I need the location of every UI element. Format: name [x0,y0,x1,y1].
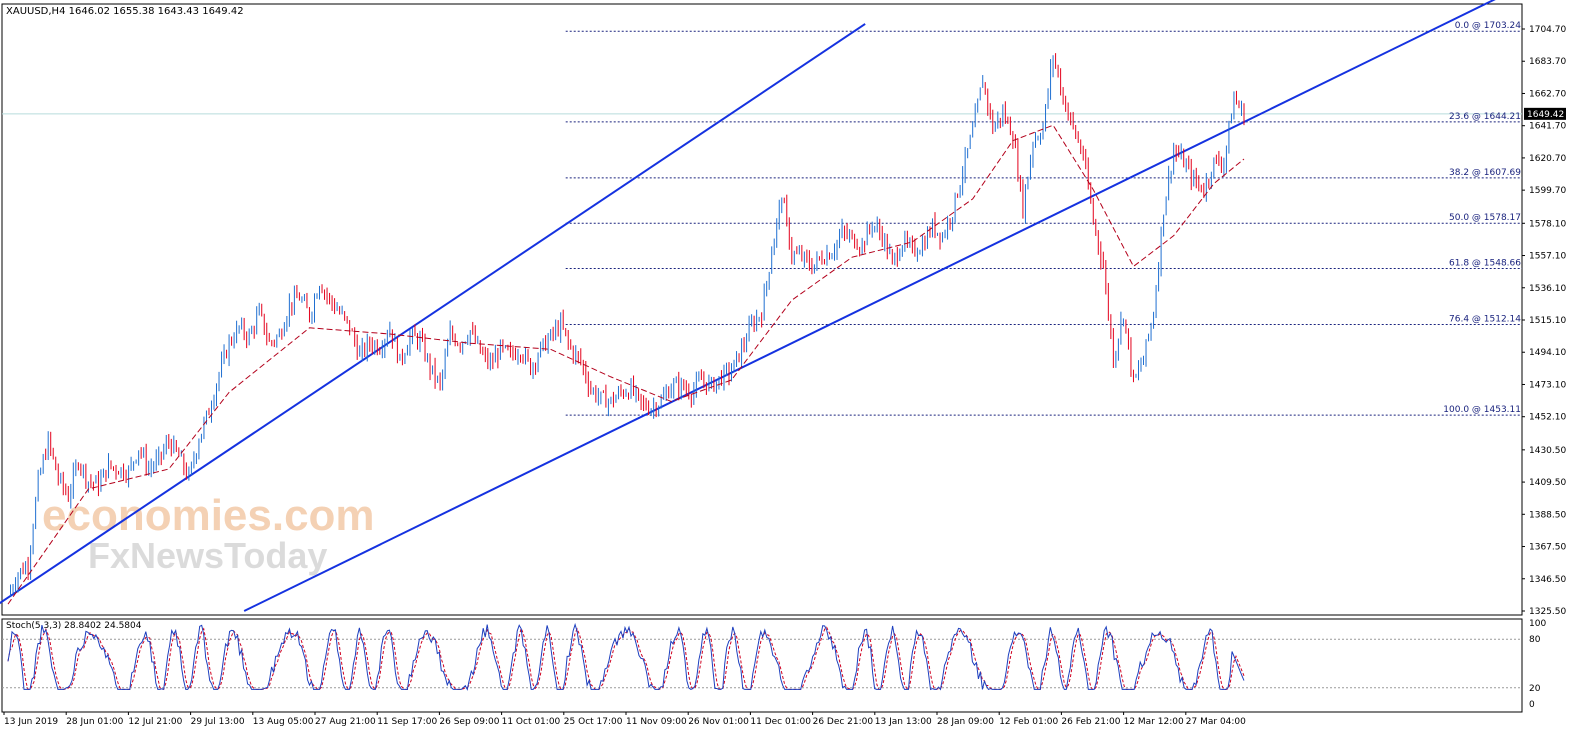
watermark-line2: FxNewsToday [88,535,327,576]
price-tick-label: 1578.10 [1529,219,1566,229]
time-tick-label: 11 Dec 01:00 [750,717,811,727]
time-tick-label: 12 Mar 12:00 [1124,717,1184,727]
time-tick-label: 25 Oct 17:00 [564,717,623,727]
time-tick-label: 13 Jun 2019 [4,717,58,727]
fib-level-label: 50.0 @ 1578.17 [1449,213,1521,223]
stoch-main-line [7,622,1245,691]
fib-level-label: 76.4 @ 1512.14 [1449,315,1521,325]
price-tick-label: 1346.50 [1529,575,1566,585]
stoch-panel-frame [1,618,1523,713]
fib-level-label: 23.6 @ 1644.21 [1449,112,1521,122]
time-tick-label: 26 Feb 21:00 [1061,717,1120,727]
price-tick-label: 1620.70 [1529,154,1566,164]
time-tick-label: 11 Nov 09:00 [626,717,687,727]
time-tick-label: 12 Feb 01:00 [999,717,1058,727]
time-tick-label: 28 Jan 09:00 [937,717,994,727]
stoch-title: Stoch(5,3,3) 28.8402 24.5804 [6,621,142,631]
channel-upper-line [0,23,866,605]
time-tick-label: 12 Jul 21:00 [128,717,182,727]
price-tick-label: 1683.70 [1529,57,1566,67]
time-tick-label: 27 Aug 21:00 [315,717,376,727]
chart-header: XAUUSD,H4 1646.02 1655.38 1643.43 1649.4… [6,6,244,17]
price-tick-label: 1662.70 [1529,89,1566,99]
channel-lower-line [243,0,1496,612]
main-panel-frame [1,3,1523,616]
current-price-tag-label: 1649.42 [1527,110,1564,120]
time-tick-label: 29 Jul 13:00 [191,717,245,727]
time-tick-label: 11 Oct 01:00 [502,717,561,727]
stoch-tick-label: 80 [1529,635,1541,645]
time-tick-label: 13 Aug 05:00 [253,717,314,727]
price-tick-label: 1557.10 [1529,252,1566,262]
time-tick-label: 26 Sep 09:00 [439,717,499,727]
stoch-signal-line [7,626,1245,691]
price-tick-label: 1430.50 [1529,446,1566,456]
price-tick-label: 1409.50 [1529,478,1566,488]
stoch-tick-label: 100 [1529,619,1546,629]
current-price-tag [1524,107,1566,120]
price-tick-label: 1325.50 [1529,607,1566,617]
price-tick-label: 1367.50 [1529,543,1566,553]
price-tick-label: 1388.50 [1529,510,1566,520]
price-tick-label: 1536.10 [1529,284,1566,294]
stoch-tick-label: 20 [1529,684,1541,694]
fib-level-label: 61.8 @ 1548.66 [1449,258,1521,268]
price-tick-label: 1641.70 [1529,122,1566,132]
time-tick-label: 27 Mar 04:00 [1186,717,1246,727]
stoch-tick-label: 0 [1529,700,1535,710]
time-tick-label: 28 Jun 01:00 [66,717,123,727]
fib-level-label: 100.0 @ 1453.11 [1443,405,1521,415]
price-tick-label: 1473.10 [1529,380,1566,390]
price-tick-label: 1704.70 [1529,25,1566,35]
time-tick-label: 11 Sep 17:00 [377,717,437,727]
time-tick-label: 26 Dec 21:00 [813,717,874,727]
price-tick-label: 1515.10 [1529,316,1566,326]
watermark-line1: economies.com [42,491,375,540]
fib-level-label: 38.2 @ 1607.69 [1449,168,1521,178]
price-tick-label: 1599.70 [1529,186,1566,196]
price-tick-label: 1452.10 [1529,413,1566,423]
time-tick-label: 13 Jan 13:00 [875,717,932,727]
price-tick-label: 1494.10 [1529,348,1566,358]
moving-average-line [7,124,1245,605]
fib-level-label: 0.0 @ 1703.24 [1455,21,1522,31]
time-tick-label: 26 Nov 01:00 [688,717,749,727]
